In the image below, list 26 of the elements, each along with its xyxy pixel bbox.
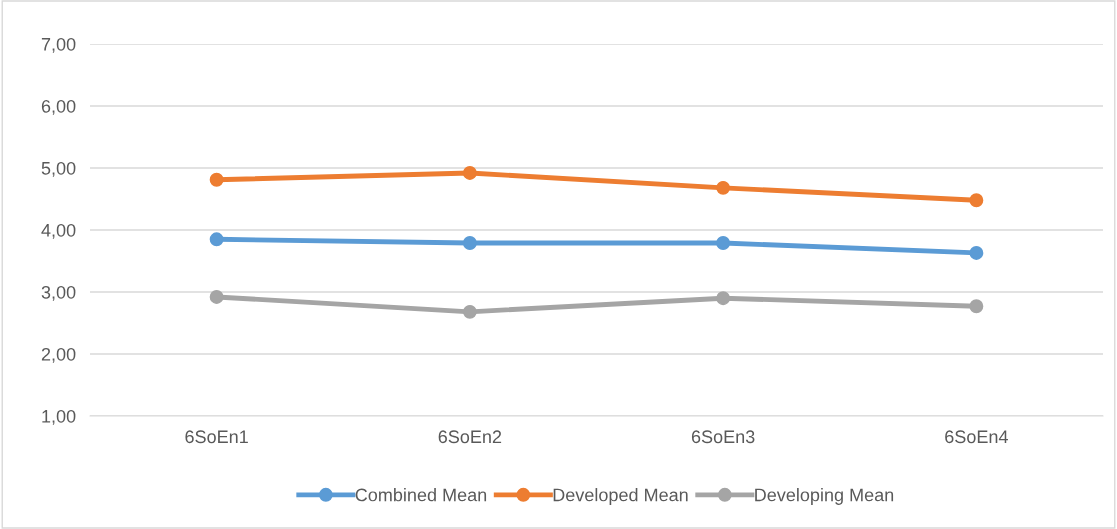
y-tick-label: 2,00	[41, 347, 76, 363]
point	[969, 299, 984, 314]
y-tick-label: 7,00	[41, 37, 76, 53]
legend-label: Combined Mean	[355, 488, 487, 502]
y-tick-label: 1,00	[42, 409, 76, 425]
legend-label: Developing Mean	[755, 488, 894, 505]
point	[209, 172, 224, 187]
point	[462, 236, 477, 250]
legend-label: Developed Mean	[553, 488, 688, 505]
y-tick-label: 6,00	[41, 99, 76, 115]
y-tick-label: 5,00	[41, 161, 76, 177]
point	[462, 166, 477, 180]
point	[462, 304, 477, 319]
x-tick-label: 6SoEn2	[438, 430, 502, 444]
y-tick-label: 3,00	[41, 285, 76, 301]
point	[716, 180, 731, 195]
point	[209, 232, 224, 247]
point	[716, 291, 731, 306]
point	[716, 236, 731, 250]
point	[209, 290, 224, 304]
x-tick-label: 6SoEn4	[945, 430, 1008, 444]
point	[969, 245, 984, 260]
x-tick-label: 6SoEn1	[185, 430, 248, 444]
x-tick-label: 6SoEn3	[691, 430, 755, 444]
y-tick-label: 4,00	[41, 223, 76, 239]
point	[969, 193, 984, 208]
